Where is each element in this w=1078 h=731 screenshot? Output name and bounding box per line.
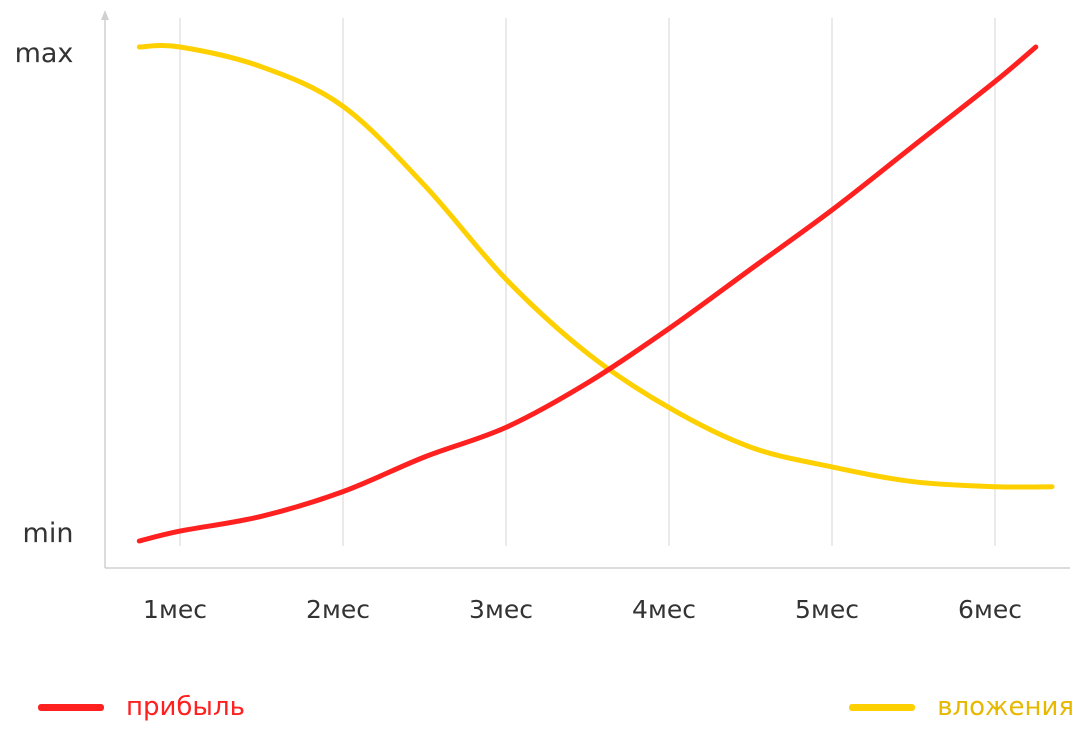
chart-grid bbox=[179, 18, 996, 546]
legend-investment-swatch bbox=[849, 703, 916, 711]
x-tick-label: 3мес bbox=[469, 595, 533, 624]
legend-investment: вложения bbox=[849, 690, 1074, 724]
x-tick-label: 2мес bbox=[306, 595, 370, 624]
chart-axes bbox=[101, 10, 1070, 569]
series-line-investment bbox=[136, 43, 1055, 490]
chart-series bbox=[136, 43, 1055, 544]
series-line-profit bbox=[136, 44, 1039, 544]
x-tick-label: 4мес bbox=[632, 595, 696, 624]
legend-investment-label: вложения bbox=[937, 692, 1074, 722]
legend-profit: прибыль bbox=[38, 690, 245, 724]
legend-profit-swatch bbox=[38, 703, 104, 711]
line-chart: max min 1мес 2мес 3мес 4мес 5мес 6мес bbox=[15, 10, 1070, 624]
y-axis-arrow bbox=[101, 10, 109, 20]
x-tick-label: 1мес bbox=[143, 595, 207, 624]
x-tick-label: 5мес bbox=[795, 595, 859, 624]
chart-labels: max min 1мес 2мес 3мес 4мес 5мес 6мес bbox=[15, 38, 1022, 624]
x-tick-label: 6мес bbox=[958, 595, 1022, 624]
y-tick-label-min: min bbox=[23, 518, 74, 549]
legend-profit-label: прибыль bbox=[126, 692, 245, 722]
y-tick-label-max: max bbox=[15, 38, 74, 69]
